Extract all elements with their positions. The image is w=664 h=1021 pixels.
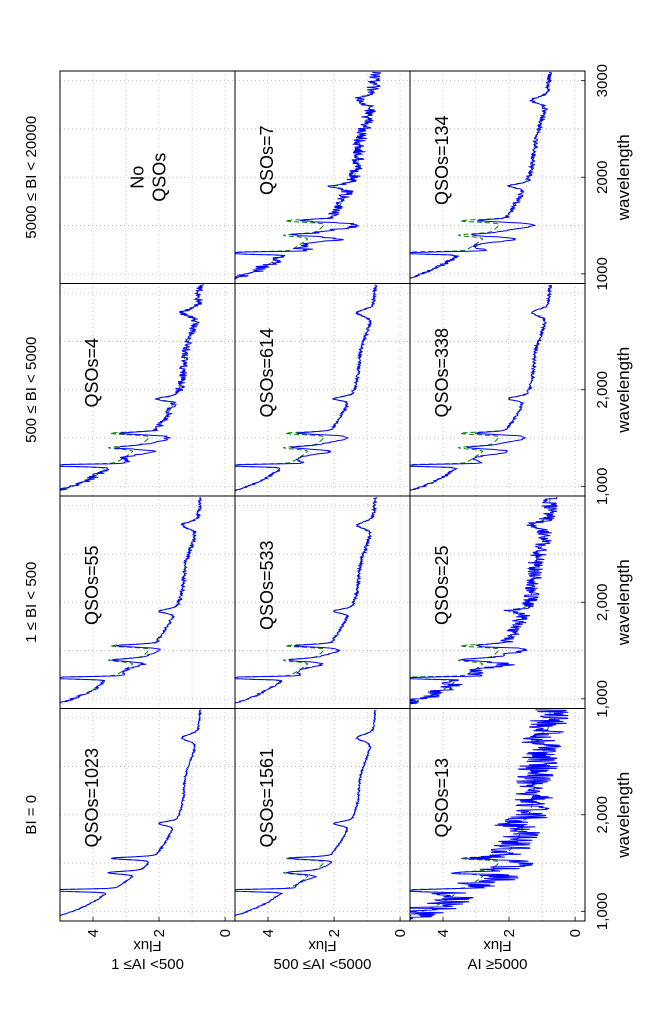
panel-label: No (128, 166, 148, 189)
panel-label: QSOs=13 (432, 758, 452, 838)
panel-r1-c3: QSOs=7 (233, 70, 411, 284)
x-tick-label: 2000 (594, 161, 611, 194)
x-tick-label: 1,000 (594, 468, 611, 506)
y-tick-label: 4 (260, 929, 277, 937)
x-axis-label: wavelength (614, 347, 633, 434)
panel-label: QSOs=7 (257, 125, 277, 195)
composite-spectrum-line (234, 709, 377, 920)
reference-spectrum-line (409, 72, 551, 282)
composite-spectrum-line (234, 284, 378, 495)
panel-label: QSOs=614 (257, 328, 277, 418)
panel-label: QSOs=533 (257, 540, 277, 630)
y-tick-label: 0 (217, 929, 234, 937)
panel-r1-c0: QSOs=1561 0 2 4 Flux (234, 708, 411, 954)
panel-label: QSOs=25 (432, 545, 452, 625)
y-tick-label: 2 (326, 929, 343, 937)
panel-label: QSOs=1023 (82, 748, 102, 848)
y-tick-label: 4 (435, 929, 452, 937)
column-title-0: BI = 0 (23, 795, 40, 835)
x-tick-label: 2,000 (594, 371, 611, 409)
y-tick-label: 4 (85, 929, 102, 937)
panel-r2-c1: QSOs=25 1,000 2,000 wavelength (409, 495, 633, 718)
rotated-figure: BI = 0 1 ≤ BI < 500 500 ≤ BI < 5000 5000 ≤ … (23, 64, 633, 973)
row-title-2: AI ≥5000 (468, 956, 528, 973)
panel-label: QSOs=55 (82, 545, 102, 625)
composite-spectrum-line (234, 497, 378, 707)
panel-label: QSOs=4 (82, 338, 102, 408)
x-tick-label: 1,000 (594, 893, 611, 931)
panel-r2-c2: QSOs=338 1,000 2,000 wavelength (409, 283, 633, 506)
composite-spectrum-line (59, 284, 204, 495)
y-axis-label: Flux (133, 937, 162, 954)
panel-label: QSOs=134 (432, 115, 452, 205)
composite-spectrum-line (233, 71, 382, 282)
x-axis-label: wavelength (614, 559, 633, 646)
x-tick-label: 1,000 (594, 680, 611, 718)
panel-r2-c0: QSOs=13 1,000 2,000 wavelength 0 2 4 Flux (409, 708, 633, 954)
y-tick-label: 2 (501, 929, 518, 937)
x-tick-label: 1000 (594, 257, 611, 290)
composite-spectrum-line (409, 496, 558, 707)
composite-spectrum-line (59, 496, 202, 707)
panel-r0-c3: No QSOs (59, 70, 236, 284)
column-title-1: 1 ≤ BI < 500 (23, 562, 40, 643)
panel-r2-c3: QSOs=134 1000 2000 3000 wavelength (409, 64, 633, 291)
column-title-3: 5000 ≤ BI < 20000 (23, 116, 40, 239)
y-tick-label: 2 (151, 929, 168, 937)
panel-label: QSOs=1561 (257, 748, 277, 848)
column-title-2: 500 ≤ BI < 5000 (23, 337, 40, 443)
panel-label: QSOs (150, 153, 170, 202)
panel-r1-c1: QSOs=533 (234, 495, 411, 709)
panel-r1-c2: QSOs=614 (234, 283, 411, 497)
panel-r0-c1: QSOs=55 (59, 495, 236, 709)
x-tick-label: 3000 (594, 64, 611, 97)
y-tick-label: 0 (392, 929, 409, 937)
x-axis-label: wavelength (614, 772, 633, 859)
y-tick-label: 0 (567, 929, 584, 937)
y-axis-label: Flux (308, 937, 337, 954)
x-axis-label: wavelength (614, 134, 633, 221)
panel-r0-c0: QSOs=1023 0 2 4 Flux (59, 708, 236, 954)
row-title-1: 500 ≤AI <5000 (274, 956, 372, 973)
composite-spectrum-line (409, 284, 553, 495)
panel-label: QSOs=338 (432, 328, 452, 418)
composite-spectrum-line (409, 71, 552, 282)
y-axis-label: Flux (483, 937, 512, 954)
row-title-0: 1 ≤AI <500 (111, 956, 184, 973)
composite-spectrum-line (59, 709, 203, 920)
panel-r0-c2: QSOs=4 (59, 283, 236, 497)
x-tick-label: 2,000 (594, 583, 611, 621)
composite-spectrum-line (409, 709, 569, 920)
x-tick-label: 2,000 (594, 796, 611, 834)
